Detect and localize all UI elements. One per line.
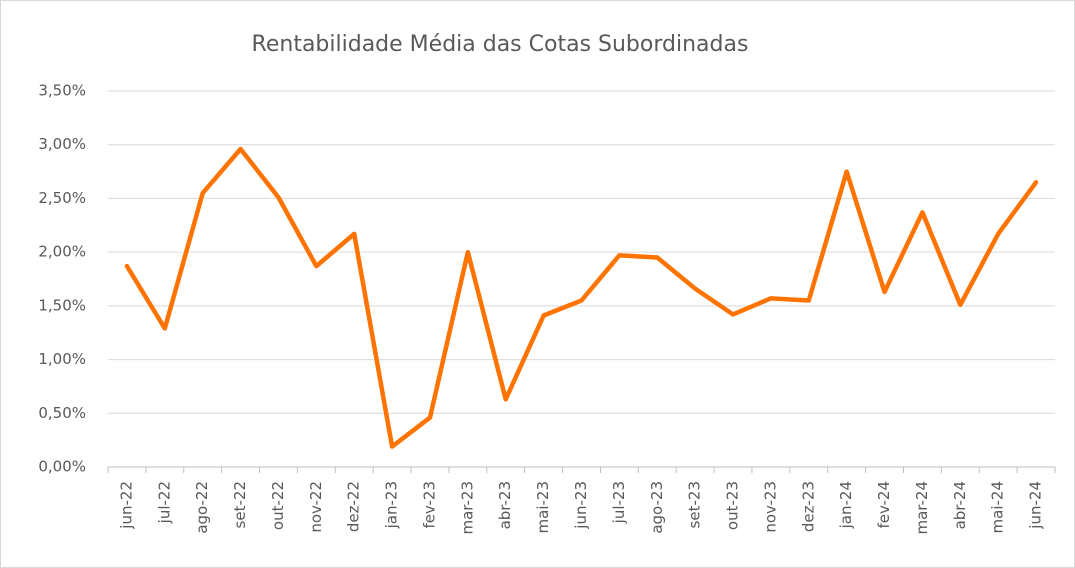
x-tick-label: dez-22 (345, 481, 363, 532)
y-tick-label: 3,50% (38, 82, 86, 100)
x-tick-label: fev-23 (420, 481, 438, 528)
x-tick-label: jun-22 (117, 481, 135, 530)
x-tick-label: out-23 (724, 481, 742, 530)
x-tick-label: out-22 (269, 481, 287, 530)
y-tick-label: 1,00% (38, 350, 86, 368)
x-tick-label: nov-22 (307, 481, 325, 533)
x-tick-label: dez-23 (799, 481, 817, 532)
x-tick-label: nov-23 (761, 481, 779, 533)
y-tick-label: 2,00% (38, 243, 86, 261)
x-tick-label: mar-24 (913, 481, 931, 535)
x-tick-label: mai-23 (534, 481, 552, 533)
x-tick-label: jul-22 (155, 481, 173, 524)
y-tick-label: 2,50% (38, 189, 86, 207)
chart-title: Rentabilidade Média das Cotas Subordinad… (252, 32, 749, 57)
x-tick-label: mai-24 (989, 481, 1007, 533)
x-tick-label: jun-23 (572, 481, 590, 530)
x-tick-label: jul-23 (610, 481, 628, 524)
x-tick-label: abr-24 (951, 481, 969, 529)
x-tick-label: set-23 (686, 481, 704, 528)
x-tick-label: mar-23 (458, 481, 476, 535)
x-tick-label: jan-23 (383, 481, 401, 529)
x-tick-label: ago-23 (648, 481, 666, 534)
x-tick-label: set-22 (231, 481, 249, 528)
y-tick-label: 0,50% (38, 404, 86, 422)
line-series (124, 146, 1039, 449)
y-tick-label: 1,50% (38, 296, 86, 314)
y-tick-label: 0,00% (38, 458, 86, 476)
y-tick-label: 3,00% (38, 135, 86, 153)
x-tick-label: abr-23 (496, 481, 514, 529)
x-tick-label: jun-24 (1027, 481, 1045, 530)
x-tick-label: fev-24 (875, 481, 893, 528)
x-tick-label: jan-24 (837, 481, 855, 529)
x-tick-label: ago-22 (193, 481, 211, 534)
